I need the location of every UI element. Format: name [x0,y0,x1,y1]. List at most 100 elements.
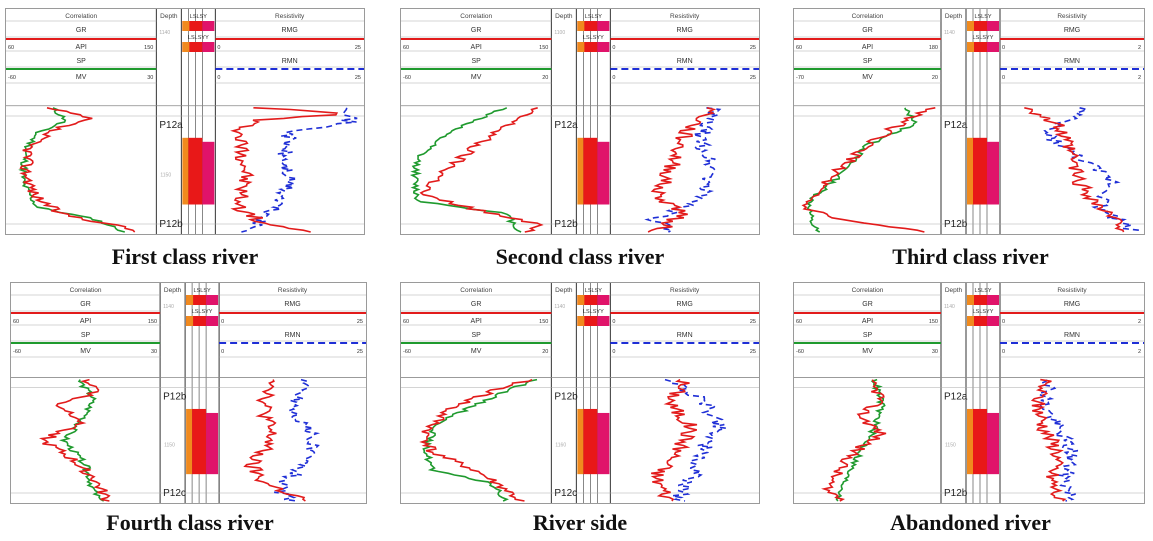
sp-scale-min: -60 [403,349,411,355]
lith-header-box [186,295,194,305]
sp-curve [18,107,125,233]
mv-label: MV [76,74,87,81]
rmg-curve [647,107,717,233]
sp-label: SP [472,332,482,339]
rmg-curve [1024,107,1125,233]
top-layer-label: P12b [554,392,578,403]
api-label: API [471,44,482,51]
rmn-label: RMN [285,332,301,339]
top-layer-label: P12a [944,120,968,131]
rmn-scale-min: 0 [1002,349,1005,355]
gr-scale-min: 60 [403,319,409,325]
correlation-header: Correlation [460,287,492,294]
api-label: API [76,44,87,51]
sp-scale-max: 20 [542,349,548,355]
bottom-layer-label: P12b [554,219,578,230]
depth-header: Depth [160,13,178,20]
lith-header-box [577,295,598,305]
top-layer-label: P12a [159,120,183,131]
rmn-label: RMN [1064,332,1080,339]
panel-fourth: Correlation Depth LSLSY Resistivity GR RMG 60 A… [5,278,375,541]
api-label: API [80,318,91,325]
sp-label: SP [77,58,87,65]
caption: Fourth class river [106,510,274,535]
res-scale-max: 2 [1138,319,1141,325]
gr-scale-min: 60 [796,45,802,51]
lith-header-box [186,316,194,326]
lsy-header: LSLSY [190,14,207,20]
sp-scale-min: -60 [13,349,21,355]
rmn-label: RMN [1064,58,1080,65]
lith-header-box [577,316,585,326]
res-scale-max: 25 [750,319,756,325]
sp-scale-max: 20 [542,75,548,81]
panel-third: Correlation Depth LSLSY Resistivity GR RMG 60 A… [788,0,1153,270]
sp-label: SP [863,58,873,65]
lsy-header: LSLSY [585,288,602,294]
lith-header-box [597,316,610,326]
rmg-label: RMG [284,301,300,308]
lith-clay-bar [206,412,219,475]
lith-header-box [987,295,999,305]
depth-header: Depth [945,13,963,20]
lith-header-box [967,295,987,305]
res-scale-max: 25 [357,319,363,325]
rmg-curve [650,378,698,502]
log-svg: Correlation Depth LSLSY Resistivity GR RMG 60 A… [6,9,364,234]
resistivity-header: Resistivity [670,13,700,20]
gr-label: GR [862,27,873,34]
depth-mid-value: 1150 [945,443,956,449]
sp-label: SP [472,58,482,65]
depth-header: Depth [945,287,963,294]
caption: First class river [111,244,259,269]
caption: Second class river [495,244,665,269]
lith-sand-bar [186,408,193,475]
lith-header-box [206,295,219,305]
rmg-label: RMG [677,27,693,34]
lith-clay-bar [202,141,215,205]
lith-header-box [577,42,598,52]
lith-header-box [186,295,207,305]
lith-label: LSLSYY [192,309,213,315]
sp-curve [835,378,886,502]
gr-scale-min: 60 [13,319,19,325]
rmg-curve [1030,378,1067,502]
depth-top-value: 1140 [554,304,565,310]
res-scale-max: 25 [750,45,756,51]
gr-scale-min: 60 [8,45,14,51]
log-svg: Correlation Depth LSLSY Resistivity GR RMG 60 A… [794,9,1144,234]
log-plot: Correlation Depth LSLSY Resistivity GR RMG 60 A… [793,8,1145,235]
api-label: API [862,318,873,325]
sp-curve [58,379,105,502]
rmn-scale-min: 0 [217,75,220,81]
res-scale-min: 0 [612,319,615,325]
lith-header-box [182,42,203,52]
res-scale-max: 25 [355,45,361,51]
rmn-scale-min: 0 [221,349,224,355]
bottom-layer-label: P12b [159,219,183,230]
log-svg: Correlation Depth LSLSY Resistivity GR RMG 60 A… [794,283,1144,503]
lith-header-box [597,42,610,52]
lsy-header: LSLSY [974,288,991,294]
lith-header-box [967,21,987,31]
correlation-header: Correlation [460,13,492,20]
lith-header-box [182,21,203,31]
res-scale-min: 0 [217,45,220,51]
correlation-header: Correlation [65,13,97,20]
lith-sand-bar [967,137,973,205]
rmn-scale-max: 25 [750,349,756,355]
lith-header-box [987,316,999,326]
lith-header-box [967,316,987,326]
panel-river-side: Correlation Depth LSLSY Resistivity GR RMG 60 A… [395,278,765,541]
gr-label: GR [471,27,482,34]
depth-mid-value: 1150 [164,443,175,449]
lith-header-box [182,42,190,52]
sp-curve [409,107,522,233]
lith-clay-bar [987,412,999,475]
rmn-scale-max: 25 [357,349,363,355]
lith-header-box [577,21,585,31]
top-layer-label: P12a [554,120,578,131]
log-svg: Correlation Depth LSLSY Resistivity GR RMG 60 A… [401,9,759,234]
res-scale-min: 0 [1002,319,1005,325]
depth-top-value: 1140 [944,304,955,310]
